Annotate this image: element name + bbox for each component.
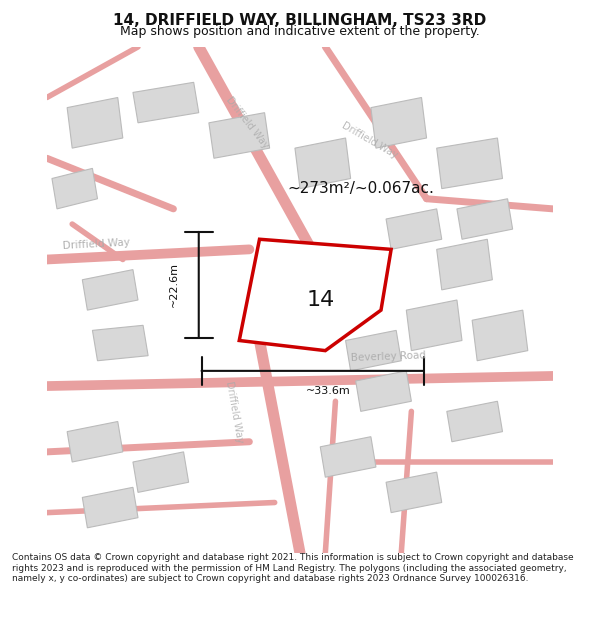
Text: ~22.6m: ~22.6m [169, 262, 179, 308]
Polygon shape [82, 488, 138, 528]
Text: Driffield Way: Driffield Way [224, 94, 271, 150]
Text: Contains OS data © Crown copyright and database right 2021. This information is : Contains OS data © Crown copyright and d… [12, 553, 574, 583]
Polygon shape [371, 98, 427, 148]
Polygon shape [320, 437, 376, 478]
Polygon shape [133, 82, 199, 122]
Polygon shape [82, 269, 138, 310]
Polygon shape [386, 209, 442, 249]
Polygon shape [406, 300, 462, 351]
Polygon shape [447, 401, 503, 442]
Polygon shape [67, 421, 123, 462]
Polygon shape [356, 371, 412, 411]
Polygon shape [67, 98, 123, 148]
Polygon shape [239, 239, 391, 351]
Text: ~273m²/~0.067ac.: ~273m²/~0.067ac. [287, 181, 434, 196]
Text: 14: 14 [307, 290, 335, 310]
Polygon shape [437, 138, 503, 189]
Polygon shape [92, 325, 148, 361]
Polygon shape [295, 138, 350, 189]
Polygon shape [52, 168, 97, 209]
Polygon shape [437, 239, 493, 290]
Polygon shape [457, 199, 512, 239]
Polygon shape [472, 310, 528, 361]
Text: 14, DRIFFIELD WAY, BILLINGHAM, TS23 3RD: 14, DRIFFIELD WAY, BILLINGHAM, TS23 3RD [113, 13, 487, 28]
Polygon shape [209, 112, 269, 158]
Polygon shape [305, 280, 361, 331]
Text: Driffield Way: Driffield Way [224, 381, 245, 444]
Text: Beverley Road: Beverley Road [350, 350, 426, 362]
Polygon shape [133, 452, 188, 493]
Text: Map shows position and indicative extent of the property.: Map shows position and indicative extent… [120, 24, 480, 38]
Text: Driffield Way: Driffield Way [62, 238, 130, 251]
Polygon shape [386, 472, 442, 512]
Text: Driffield Way: Driffield Way [341, 120, 400, 160]
Text: ~33.6m: ~33.6m [305, 386, 350, 396]
Polygon shape [346, 331, 401, 371]
